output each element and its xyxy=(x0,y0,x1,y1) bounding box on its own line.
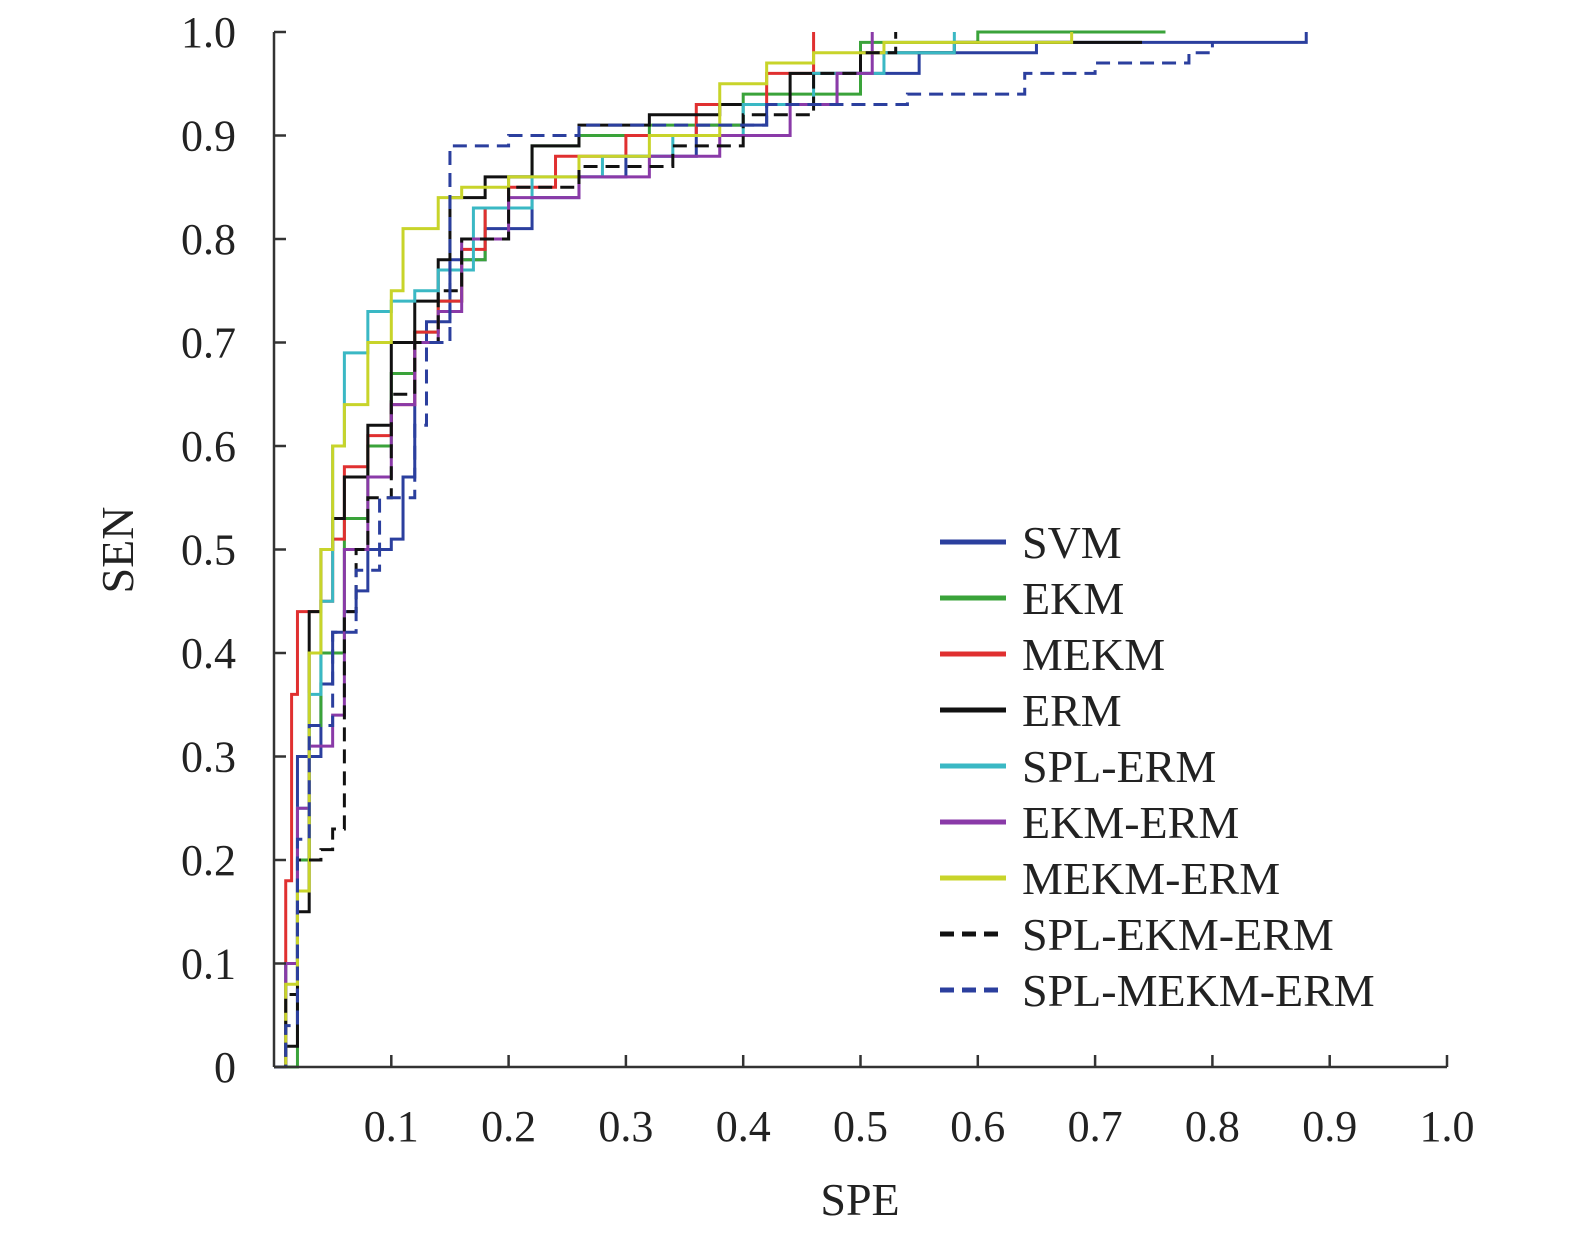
y-axis-title: SEN xyxy=(92,507,143,594)
x-tick-label: 0.8 xyxy=(1185,1102,1240,1151)
series-layer xyxy=(274,30,1308,1069)
legend-label: SPL-ERM xyxy=(1022,741,1216,792)
legend: SVMEKMMEKMERMSPL-ERMEKM-ERMMEKM-ERMSPL-E… xyxy=(940,517,1375,1016)
legend-label: EKM-ERM xyxy=(1022,797,1239,848)
y-tick-label: 0 xyxy=(214,1043,236,1092)
x-tick-label: 0.4 xyxy=(716,1102,771,1151)
y-tick-label: 1.0 xyxy=(181,8,236,57)
y-tick-label: 0.5 xyxy=(181,526,236,575)
x-axis-title: SPE xyxy=(820,1174,899,1225)
y-tick-label: 0.8 xyxy=(181,215,236,264)
x-tick-label: 0.6 xyxy=(950,1102,1005,1151)
y-tick-label: 0.9 xyxy=(181,112,236,161)
series-line-mekm-erm xyxy=(274,32,1074,1069)
series-line-spl-ekm-erm xyxy=(274,32,898,1069)
legend-label: MEKM-ERM xyxy=(1022,853,1280,904)
y-tick-label: 0.2 xyxy=(181,836,236,885)
x-tick-label: 1.0 xyxy=(1420,1102,1475,1151)
ticks-layer: 0.1 0.2 0.3 0.4 0.5 0.6 0.7 0.8 0.9 1.0 0 0.1 0.2 0.3… xyxy=(181,8,1475,1151)
legend-label: SPL-MEKM-ERM xyxy=(1022,965,1375,1016)
legend-label: ERM xyxy=(1022,685,1122,736)
y-tick-label: 0.6 xyxy=(181,422,236,471)
y-tick-label: 0.4 xyxy=(181,629,236,678)
legend-label: MEKM xyxy=(1022,629,1165,680)
x-tick-label: 0.7 xyxy=(1068,1102,1123,1151)
y-tick-label: 0.7 xyxy=(181,319,236,368)
series-line-erm xyxy=(274,40,1143,1069)
legend-label: SPL-EKM-ERM xyxy=(1022,909,1334,960)
x-tick-label: 0.2 xyxy=(481,1102,536,1151)
x-tick-label: 0.3 xyxy=(598,1102,653,1151)
y-tick-label: 0.1 xyxy=(181,940,236,989)
y-tick-label: 0.3 xyxy=(181,733,236,782)
series-line-spl-mekm-erm xyxy=(274,42,1214,1069)
x-tick-label: 0.9 xyxy=(1302,1102,1357,1151)
legend-label: SVM xyxy=(1022,517,1122,568)
x-tick-label: 0.1 xyxy=(364,1102,419,1151)
x-tick-label: 0.5 xyxy=(833,1102,888,1151)
legend-label: EKM xyxy=(1022,573,1124,624)
